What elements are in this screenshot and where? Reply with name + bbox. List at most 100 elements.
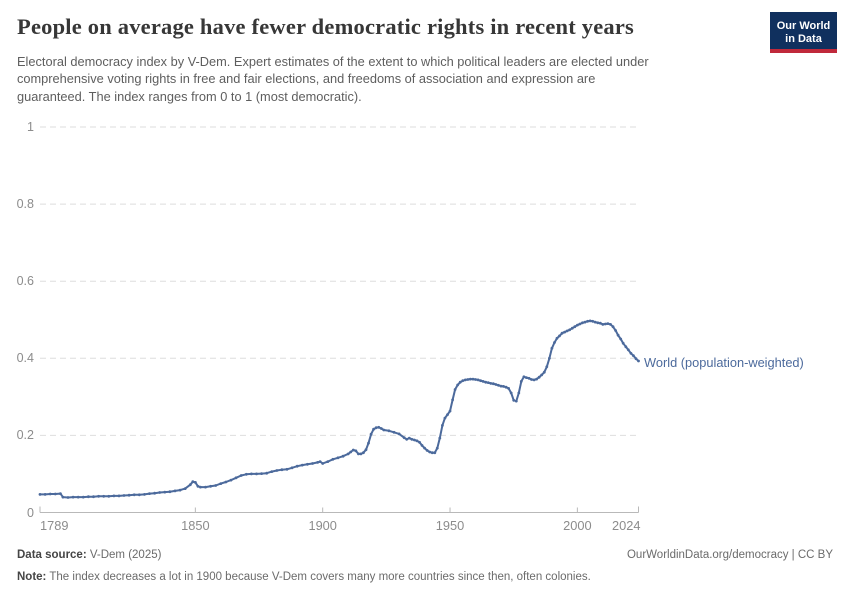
series-point — [502, 385, 505, 388]
series-point — [199, 485, 202, 489]
series-point — [66, 496, 70, 499]
series-point — [255, 472, 258, 476]
series-point — [425, 449, 429, 452]
series-point — [311, 462, 314, 465]
series-point — [285, 467, 289, 471]
series-point — [127, 493, 131, 497]
series-point — [443, 416, 447, 420]
series-point — [609, 323, 612, 326]
subtitle-line: Electoral democracy index by V-Dem. Expe… — [17, 54, 649, 69]
series-point — [527, 376, 531, 380]
series-point — [456, 383, 460, 387]
series-point — [178, 488, 182, 492]
series-point — [387, 429, 391, 433]
series-point — [183, 487, 187, 490]
series-point — [280, 468, 284, 472]
series-point — [519, 380, 523, 383]
series-point — [565, 329, 569, 333]
series-point — [188, 483, 192, 487]
series-point — [458, 380, 462, 384]
subtitle-line: comprehensive voting rights in free and … — [17, 71, 596, 87]
series-point — [38, 493, 42, 496]
series-line — [39, 319, 640, 499]
series-point — [466, 378, 470, 381]
series-point — [194, 481, 197, 484]
series-point — [435, 446, 439, 450]
series-point — [407, 436, 411, 440]
series-point — [512, 398, 516, 402]
series-point — [191, 480, 195, 484]
series-point — [290, 466, 294, 470]
series-point — [331, 457, 335, 461]
series-point — [132, 493, 136, 497]
series-point — [517, 391, 521, 395]
series-point — [497, 383, 500, 387]
series-point — [420, 444, 424, 447]
series-point — [578, 322, 582, 326]
series-label[interactable]: World (population-weighted) — [644, 355, 804, 370]
series-point — [415, 439, 419, 443]
series-point — [621, 341, 625, 345]
series-point — [576, 323, 579, 327]
series-point — [321, 462, 325, 465]
subtitle-line: guaranteed. The index ranges from 0 to 1… — [17, 88, 362, 104]
series-point — [499, 384, 503, 388]
series-point — [43, 493, 47, 496]
series-point — [153, 491, 157, 495]
series-point — [275, 469, 279, 472]
series-point — [158, 491, 162, 494]
series-point — [316, 461, 319, 464]
series-point — [364, 448, 368, 452]
series-point — [418, 440, 421, 444]
series-point — [461, 379, 465, 383]
series-point — [479, 379, 482, 383]
footer-note-row: Note: The index decreases a lot in 1900 … — [17, 570, 833, 584]
series-point — [548, 356, 551, 360]
series-point — [637, 359, 640, 363]
series-point — [428, 450, 432, 454]
series-point — [558, 334, 561, 338]
series-point — [61, 495, 65, 499]
series-point — [354, 449, 358, 453]
series-point — [341, 454, 345, 458]
series-point — [357, 452, 360, 456]
credit-link[interactable]: OurWorldinData.org/democracy | CC BY — [626, 549, 833, 561]
series-point — [481, 380, 485, 383]
series-point — [522, 375, 526, 379]
series-point — [143, 493, 146, 496]
series-point — [71, 495, 75, 499]
series-point — [532, 378, 536, 382]
series-point — [514, 399, 518, 403]
series-point — [563, 330, 566, 334]
series-point — [405, 437, 409, 441]
series-point — [410, 437, 414, 441]
series-point — [471, 377, 475, 381]
series-point — [250, 472, 253, 476]
series-point — [611, 325, 615, 329]
series-point — [598, 321, 602, 325]
series-point — [542, 370, 546, 374]
series-point — [413, 438, 416, 442]
series-point — [573, 325, 577, 329]
series-point — [367, 441, 370, 445]
data-source: Data source: V-Dem (2025) — [17, 548, 161, 562]
series-point — [568, 328, 572, 332]
series-point — [346, 452, 350, 456]
series-point — [336, 456, 340, 460]
series-point — [509, 391, 513, 395]
series-point — [244, 472, 248, 476]
series-point — [59, 492, 62, 495]
series-point — [81, 495, 85, 499]
series-point — [616, 333, 620, 337]
series-point — [377, 425, 381, 429]
series-point — [619, 337, 623, 341]
series-point — [224, 480, 228, 484]
data-source-label: Data source: — [17, 549, 87, 561]
series-point — [260, 472, 263, 475]
series-point — [300, 463, 304, 467]
series-point — [306, 462, 309, 466]
series-point — [583, 320, 587, 324]
series-point — [214, 484, 218, 487]
series-point — [369, 432, 373, 436]
